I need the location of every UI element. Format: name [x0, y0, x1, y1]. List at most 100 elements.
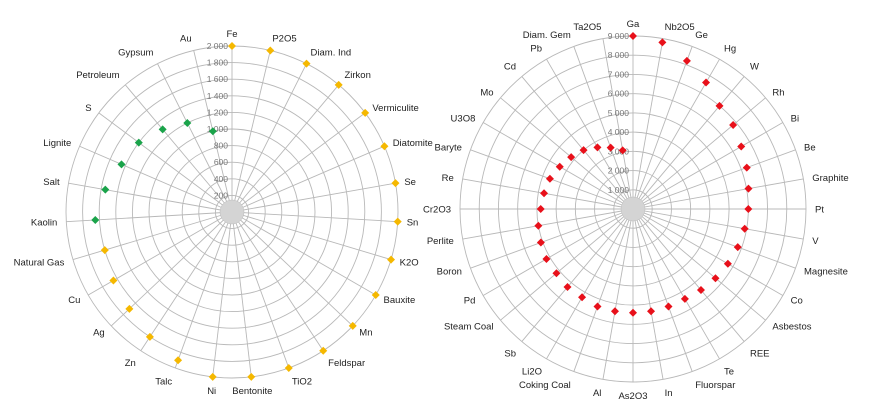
category-label: Fluorspar: [695, 380, 735, 391]
spoke-line: [470, 208, 634, 269]
category-label: Se: [404, 177, 416, 188]
spoke-line: [521, 76, 634, 210]
data-point-marker: [208, 127, 217, 136]
data-point-marker: [158, 125, 167, 134]
category-label: Li2O: [522, 367, 542, 378]
category-label: Pd: [464, 296, 476, 307]
category-label: Ta2O5: [573, 22, 601, 33]
data-point-marker: [542, 254, 551, 263]
data-point-marker: [545, 174, 554, 183]
category-label: Ni: [207, 386, 216, 397]
spoke-line: [72, 211, 233, 261]
spoke-line: [231, 211, 290, 369]
category-label: Mn: [359, 328, 372, 339]
spoke-line: [632, 208, 766, 321]
spoke-line: [632, 149, 796, 210]
data-point-marker: [737, 142, 746, 151]
spoke-line: [602, 208, 634, 380]
data-point-marker: [567, 153, 576, 162]
category-label: Be: [804, 142, 816, 153]
spoke-line: [231, 50, 271, 213]
category-label: Salt: [43, 177, 60, 188]
data-point-marker: [125, 304, 134, 313]
category-label: Fe: [226, 29, 237, 40]
data-point-marker: [361, 108, 370, 117]
data-point-marker: [348, 321, 357, 330]
tick-label: 1 600: [207, 74, 229, 84]
spoke-line: [231, 211, 354, 327]
data-point-marker: [715, 101, 724, 110]
data-point-marker: [711, 274, 720, 283]
data-point-marker: [744, 205, 753, 213]
data-point-marker: [629, 32, 637, 40]
spoke-line: [231, 211, 376, 296]
data-point-marker: [742, 163, 751, 172]
category-label: Cu: [68, 295, 80, 306]
category-label: Sn: [407, 218, 419, 229]
category-label: Ga: [627, 19, 640, 30]
data-point-marker: [334, 80, 343, 89]
data-point-marker: [536, 205, 545, 213]
spoke-line: [231, 211, 392, 261]
spoke-line: [632, 208, 664, 380]
category-label: Diatomite: [393, 138, 433, 149]
data-point-marker: [629, 308, 637, 317]
spoke-line: [231, 211, 398, 223]
category-label: Steam Coal: [444, 321, 494, 332]
data-point-marker: [391, 179, 400, 188]
category-label: Al: [593, 388, 601, 399]
spoke-line: [231, 145, 385, 213]
spoke-line: [231, 211, 252, 377]
tick-label: 2 000: [207, 41, 229, 51]
category-label: TiO2: [292, 376, 312, 387]
data-point-marker: [387, 255, 396, 264]
spoke-line: [573, 46, 634, 210]
tick-label: 7 000: [608, 69, 630, 79]
tick-label: 1 200: [207, 107, 229, 117]
data-point-marker: [744, 184, 753, 193]
category-label: S: [85, 103, 91, 114]
spoke-line: [124, 84, 233, 213]
tick-label: 8 000: [608, 50, 630, 60]
spoke-line: [546, 208, 634, 360]
data-point-marker: [729, 120, 738, 129]
tick-label: 200: [214, 190, 228, 200]
category-label: Lignite: [43, 138, 71, 149]
spoke-line: [98, 112, 233, 213]
tick-label: 3 000: [608, 146, 630, 156]
data-point-marker: [174, 356, 183, 365]
data-point-marker: [610, 307, 619, 316]
center-hub: [219, 199, 245, 225]
data-point-marker: [555, 162, 564, 171]
category-label: Ge: [695, 30, 708, 41]
data-point-marker: [380, 142, 389, 151]
category-label: Pt: [815, 205, 824, 216]
data-point-marker: [552, 269, 561, 278]
data-point-marker: [208, 372, 217, 381]
category-label: Rh: [772, 88, 784, 99]
category-label: Coking Coal: [519, 380, 571, 391]
spoke-line: [231, 211, 324, 351]
spoke-line: [632, 208, 804, 240]
data-point-marker: [228, 42, 236, 50]
category-label: Re: [442, 173, 454, 184]
category-label: Bi: [791, 114, 799, 125]
spoke-line: [212, 211, 233, 377]
spoke-line: [632, 122, 784, 210]
data-point-marker: [117, 160, 126, 169]
category-label: Boron: [437, 267, 462, 278]
tick-label: 6 000: [608, 89, 630, 99]
category-label: Natural Gas: [14, 258, 65, 269]
category-label: U3O8: [451, 114, 476, 125]
data-point-marker: [682, 56, 691, 65]
data-point-marker: [371, 291, 380, 299]
data-point-marker: [91, 215, 100, 224]
tick-label: 1 400: [207, 91, 229, 101]
category-label: Zirkon: [344, 70, 370, 81]
spoke-line: [174, 211, 233, 369]
category-label: Pb: [530, 43, 542, 54]
data-point-marker: [658, 38, 667, 47]
radar-chart-left: 200 400 600 800 1 000 1 200 1 400 1 600 1 800 2 0…: [14, 29, 433, 397]
data-point-marker: [740, 224, 749, 233]
spoke-line: [68, 182, 233, 213]
